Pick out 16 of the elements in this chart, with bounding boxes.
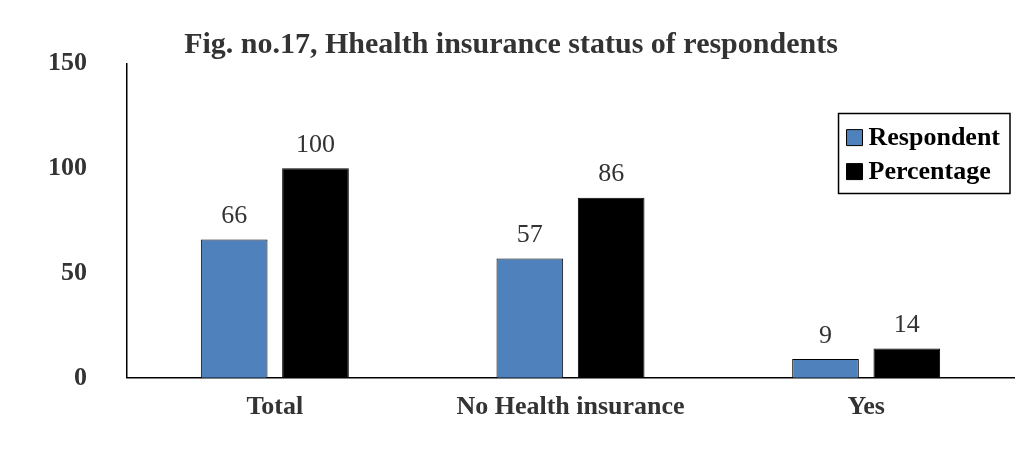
- data-label: 100: [295, 129, 335, 159]
- legend-label: Percentage: [868, 156, 991, 186]
- x-tick-label: Yes: [847, 391, 885, 421]
- y-tick-label: 50: [61, 256, 87, 286]
- data-label: 66: [221, 200, 248, 230]
- data-label: 9: [819, 319, 833, 349]
- data-label: 14: [893, 309, 920, 339]
- legend-label: Respondent: [868, 122, 1001, 152]
- y-tick-label: 100: [48, 152, 87, 182]
- data-label: 86: [598, 158, 625, 188]
- chart-title: Fig. no.17, Hhealth insurance status of respondents: [184, 26, 838, 60]
- y-tick-label: 150: [48, 47, 87, 77]
- x-tick-label: Total: [246, 391, 304, 421]
- data-label: 57: [516, 219, 543, 249]
- y-tick-label: 0: [74, 361, 87, 391]
- x-tick-label: No Health insurance: [456, 391, 685, 421]
